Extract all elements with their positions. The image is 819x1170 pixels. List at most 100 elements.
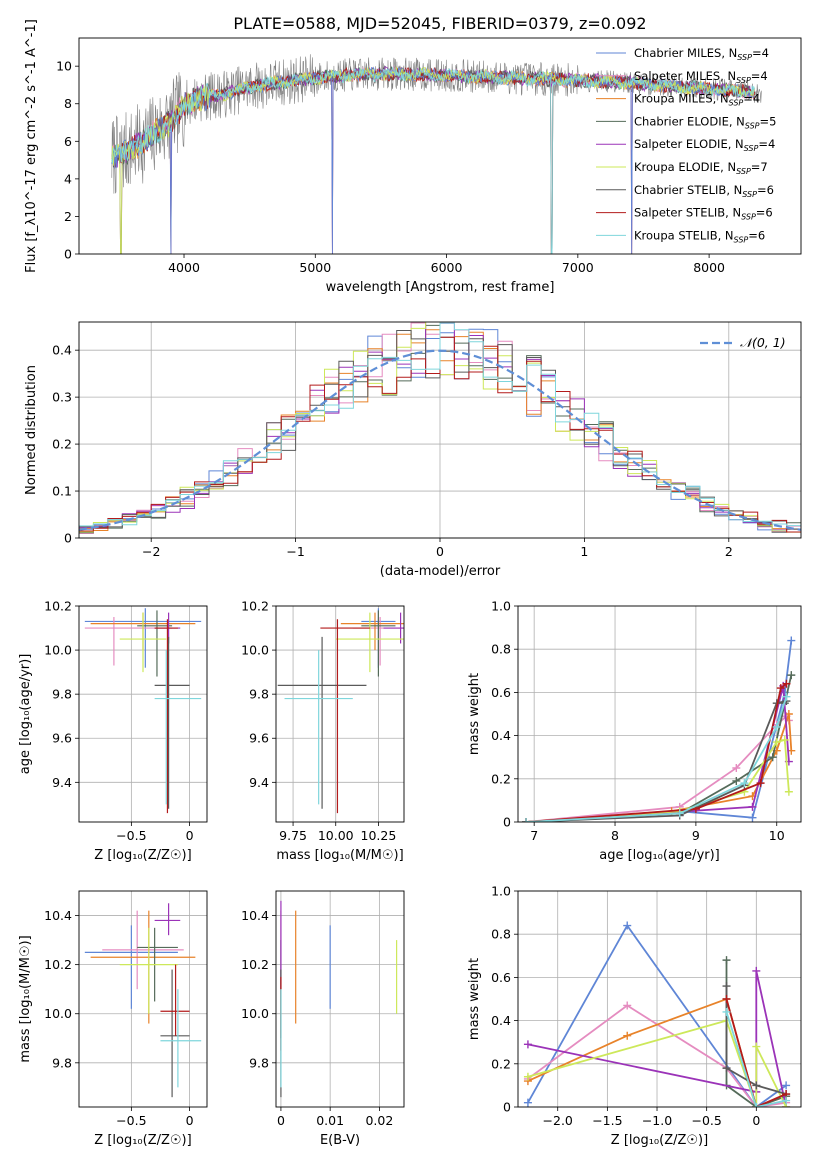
x-tick-label: 10.00 [318, 828, 354, 843]
marker-kroupa_stelib [740, 779, 749, 788]
y-tick-label: 0.4 [52, 343, 72, 358]
x-tick-label: −0.5 [116, 1113, 146, 1128]
marker-chabrier_miles [748, 813, 757, 822]
legend-label-kroupa_elodie: Kroupa ELODIE, NSSP=7 [634, 160, 768, 176]
series-line-chabrier_stelib [725, 986, 787, 1095]
y-tick-label: 10.0 [44, 1006, 72, 1021]
marker-chabrier_stelib [722, 982, 731, 991]
histogram-kroupa_stelib [79, 322, 801, 538]
x-axis-label: wavelength [Angstrom, rest frame] [326, 280, 555, 295]
y-tick-label: 9.4 [249, 775, 269, 790]
x-tick-label: 1 [580, 544, 588, 559]
y-tick-label: 0.8 [491, 642, 511, 657]
marker-chabrier_stelib [752, 1081, 761, 1090]
x-axis-label: Z [log₁₀(Z/Z☉)] [94, 1133, 191, 1148]
y-tick-label: 10.2 [44, 599, 72, 614]
series-line-chabrier_miles [526, 640, 793, 822]
marker-salpeter_miles [732, 764, 741, 772]
marker-chabrier_miles [787, 636, 796, 645]
x-tick-label: 8 [611, 828, 619, 843]
series-line-kroupa_stelib [725, 1011, 787, 1107]
marker-chabrier_miles [623, 921, 632, 930]
y-tick-label: 0 [503, 815, 511, 830]
y-tick-label: 1.0 [491, 599, 511, 614]
marker-chabrier_miles [782, 1081, 791, 1090]
x-axis-label: E(B-V) [320, 1133, 360, 1148]
axes-frame [78, 321, 802, 539]
plot-area [84, 608, 202, 814]
y-tick-label: 1.0 [491, 884, 511, 899]
x-axis-label: (data-model)/error [380, 564, 501, 579]
x-tick-label: 0.02 [365, 1113, 393, 1128]
y-tick-label: 0.3 [52, 390, 72, 405]
y-tick-label: 9.6 [52, 731, 72, 746]
marker-kroupa_stelib [522, 818, 531, 822]
y-tick-label: 9.6 [249, 731, 269, 746]
y-tick-label: 10.2 [241, 957, 269, 972]
x-tick-label: 0 [186, 1113, 194, 1128]
y-tick-label: 2 [64, 209, 72, 224]
marker-kroupa_stelib [782, 692, 791, 701]
marker-chabrier_elodie [722, 956, 731, 965]
plot-area [522, 636, 796, 822]
y-axis-label: mass [log₁₀(M/M☉)] [18, 935, 33, 1062]
marker-salpeter_miles [623, 1001, 632, 1010]
plot-area [280, 900, 398, 1098]
x-axis-label: mass [log₁₀(M/M☉)] [276, 848, 403, 863]
marker-kroupa_stelib [722, 1007, 731, 1016]
panel-weight_vs_age: 7 8 9 10 0 0.2 0.4 0.6 0.8 1.0 age [log₁₀(age/yr)]… [467, 599, 802, 863]
y-tick-label: 0 [64, 531, 72, 546]
marker-salpeter_stelib [782, 679, 791, 688]
panel-age_vs_Z: −0.5 0 9.4 9.6 9.8 10.0 10.2 Z [log₁₀(Z/Z☉)] age… [18, 599, 208, 863]
marker-salpeter_stelib [756, 779, 765, 788]
legend-label-salpeter_stelib: Salpeter STELIB, NSSP=6 [634, 206, 773, 222]
plot-area [79, 322, 801, 538]
series-line-kroupa_elodie [527, 1019, 787, 1107]
y-tick-label: 0.2 [52, 437, 72, 452]
series-line-chabrier_miles [527, 923, 787, 1107]
x-tick-label: 2 [725, 544, 733, 559]
y-tick-label: 10.0 [241, 643, 269, 658]
series-line-chabrier_stelib [526, 700, 787, 822]
y-tick-label: 9.8 [249, 1055, 269, 1070]
panel-residuals: −2 −1 0 1 2 0 0.1 0.2 0.3 0.4 (data-model)/error No… [24, 321, 802, 579]
y-tick-label: 10 [56, 59, 72, 74]
x-tick-label: 9 [692, 828, 700, 843]
x-axis-label: Z [log₁₀(Z/Z☉)] [611, 1133, 708, 1148]
y-tick-label: 6 [64, 134, 72, 149]
marker-kroupa_elodie [780, 735, 789, 744]
x-tick-label: 0 [752, 1113, 760, 1128]
model-spectrum-kroupa_elodie [111, 66, 755, 254]
y-tick-label: 4 [64, 171, 72, 186]
panel-age_vs_mass: 9.75 10.00 10.25 9.4 9.6 9.8 10.0 10.2 mass [log… [241, 599, 405, 863]
y-tick-label: 10.4 [241, 908, 269, 923]
y-axis-label: Normed distribution [24, 365, 39, 495]
x-tick-label: 7000 [562, 260, 594, 275]
y-tick-label: 0.2 [491, 1056, 511, 1071]
legend-label-kroupa_miles: Kroupa MILES, NSSP=4 [634, 92, 760, 108]
x-tick-label: 8000 [693, 260, 725, 275]
plot-area [523, 921, 791, 1107]
series-line-salpeter_miles [526, 714, 790, 822]
marker-kroupa_stelib [752, 1103, 761, 1107]
y-tick-label: 10.0 [241, 1006, 269, 1021]
x-tick-label: 7 [530, 828, 538, 843]
y-tick-label: 10.2 [241, 599, 269, 614]
marker-salpeter_stelib [722, 995, 731, 1003]
y-tick-label: 0.1 [52, 484, 72, 499]
legend-label-chabrier_elodie: Chabrier ELODIE, NSSP=5 [634, 114, 776, 130]
marker-kroupa_stelib [772, 722, 781, 731]
panel-weight_vs_Z: −2.0 −1.5 −1.0 −0.5 0 0 0.2 0.4 0.6 0.8 1.0 Z [log₁… [467, 884, 802, 1148]
x-tick-label: 10 [769, 828, 785, 843]
marker-kroupa_elodie [784, 787, 793, 796]
marker-kroupa_elodie [772, 738, 781, 747]
y-tick-label: 0.4 [491, 728, 511, 743]
series-line-salpeter_elodie [527, 970, 787, 1107]
plot-area [111, 54, 762, 254]
marker-salpeter_stelib [776, 684, 785, 693]
marker-chabrier_elodie [732, 776, 741, 785]
series-line-salpeter_stelib [725, 998, 787, 1107]
marker-chabrier_miles [523, 1098, 532, 1107]
plot-area [84, 903, 202, 1098]
